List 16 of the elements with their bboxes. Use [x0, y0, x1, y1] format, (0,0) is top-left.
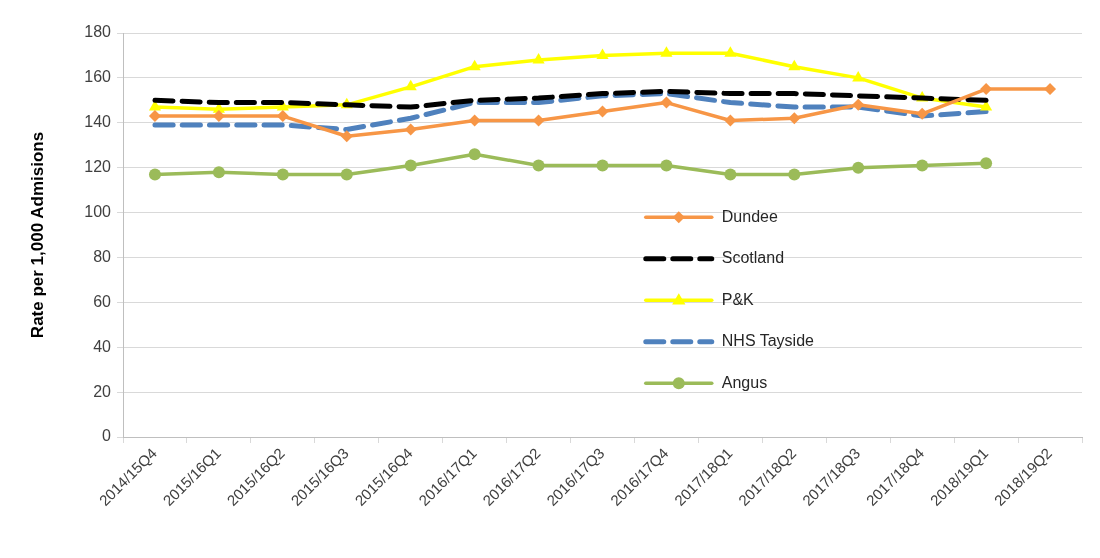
- y-tick-label: 180: [84, 23, 112, 41]
- legend-label: P&K: [721, 290, 755, 308]
- y-tick-label: 100: [84, 202, 112, 220]
- legend-label: Angus: [721, 373, 768, 391]
- y-tick-label: 140: [84, 113, 112, 131]
- y-tick-label: 120: [84, 158, 112, 176]
- y-axis-title: Rate per 1,000 Admisions: [27, 131, 47, 339]
- legend-label: Dundee: [721, 207, 778, 225]
- y-tick-label: 80: [93, 247, 112, 265]
- legend-label: NHS Tayside: [721, 332, 815, 350]
- y-tick-label: 160: [84, 68, 112, 86]
- y-tick-label: 20: [93, 382, 112, 400]
- y-tick-label: 40: [93, 337, 112, 355]
- y-tick-label: 0: [102, 427, 112, 445]
- y-tick-label: 60: [93, 292, 112, 310]
- legend-label: Scotland: [721, 249, 785, 267]
